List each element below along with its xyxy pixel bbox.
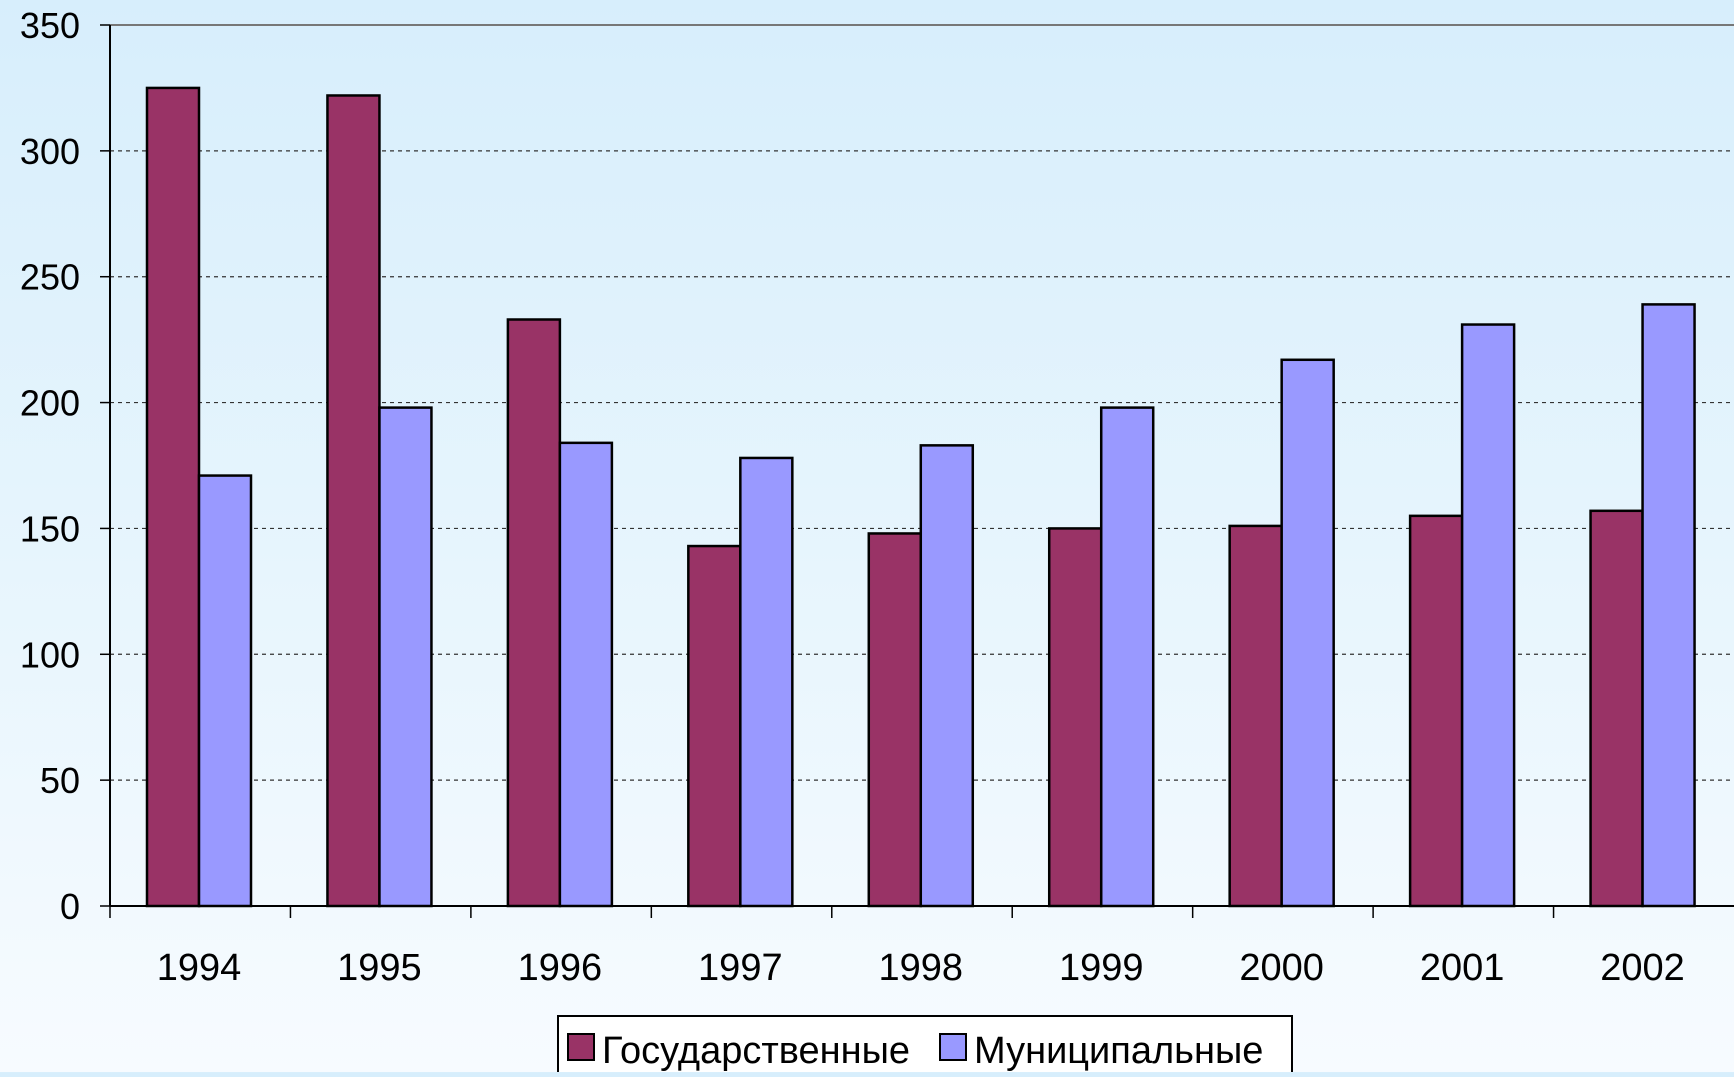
- legend-label-municipal: Муниципальные: [974, 1030, 1263, 1072]
- bar-municipal-2002: [1641, 303, 1696, 908]
- x-tick-label: 1999: [1059, 947, 1144, 989]
- x-tick-label: 2002: [1600, 947, 1685, 989]
- y-tick-label: 0: [60, 886, 80, 927]
- bar-state-1995: [326, 94, 381, 908]
- bar-municipal-2000: [1280, 358, 1335, 908]
- x-tick-label: 1998: [879, 947, 964, 989]
- bar-municipal-1994: [197, 474, 253, 908]
- y-tick-label: 50: [40, 760, 80, 801]
- bar-municipal-2001: [1460, 323, 1516, 908]
- bar-state-1998: [867, 532, 923, 908]
- bar-municipal-1995: [378, 406, 433, 908]
- y-tick-label: 250: [20, 257, 80, 298]
- bars: [145, 86, 1696, 908]
- y-tick-label: 150: [20, 508, 80, 549]
- bar-municipal-1999: [1099, 406, 1155, 908]
- bar-state-1996: [506, 318, 562, 908]
- axes: 0 50 100 150 200 250 300 350 1994 1995 1996 1997 199…: [20, 5, 1734, 989]
- bar-state-1997: [687, 544, 742, 908]
- y-tick-label: 100: [20, 634, 80, 675]
- bar-state-1994: [145, 86, 201, 908]
- legend: Государственные Муниципальные: [557, 1015, 1293, 1077]
- legend-swatch-municipal: [939, 1033, 967, 1061]
- bar-municipal-1998: [919, 444, 975, 908]
- x-tick-label: 2001: [1420, 947, 1505, 989]
- bar-state-2001: [1408, 514, 1464, 908]
- x-tick-label: 1996: [518, 947, 603, 989]
- bar-state-2000: [1228, 524, 1283, 908]
- x-tick-label: 2000: [1239, 947, 1324, 989]
- y-tick-label: 300: [20, 131, 80, 172]
- bar-state-1999: [1047, 527, 1103, 908]
- y-tick-label: 350: [20, 5, 80, 46]
- bar-municipal-1996: [558, 441, 614, 908]
- legend-box: [557, 1015, 1293, 1077]
- bar-municipal-1997: [739, 456, 794, 908]
- bar-state-2002: [1589, 509, 1644, 908]
- y-tick-label: 200: [20, 383, 80, 424]
- legend-swatch-state: [567, 1033, 595, 1061]
- x-tick-label: 1994: [157, 947, 242, 989]
- x-tick-label: 1995: [337, 947, 422, 989]
- x-tick-label: 1997: [698, 947, 783, 989]
- legend-label-state: Государственные: [602, 1030, 910, 1072]
